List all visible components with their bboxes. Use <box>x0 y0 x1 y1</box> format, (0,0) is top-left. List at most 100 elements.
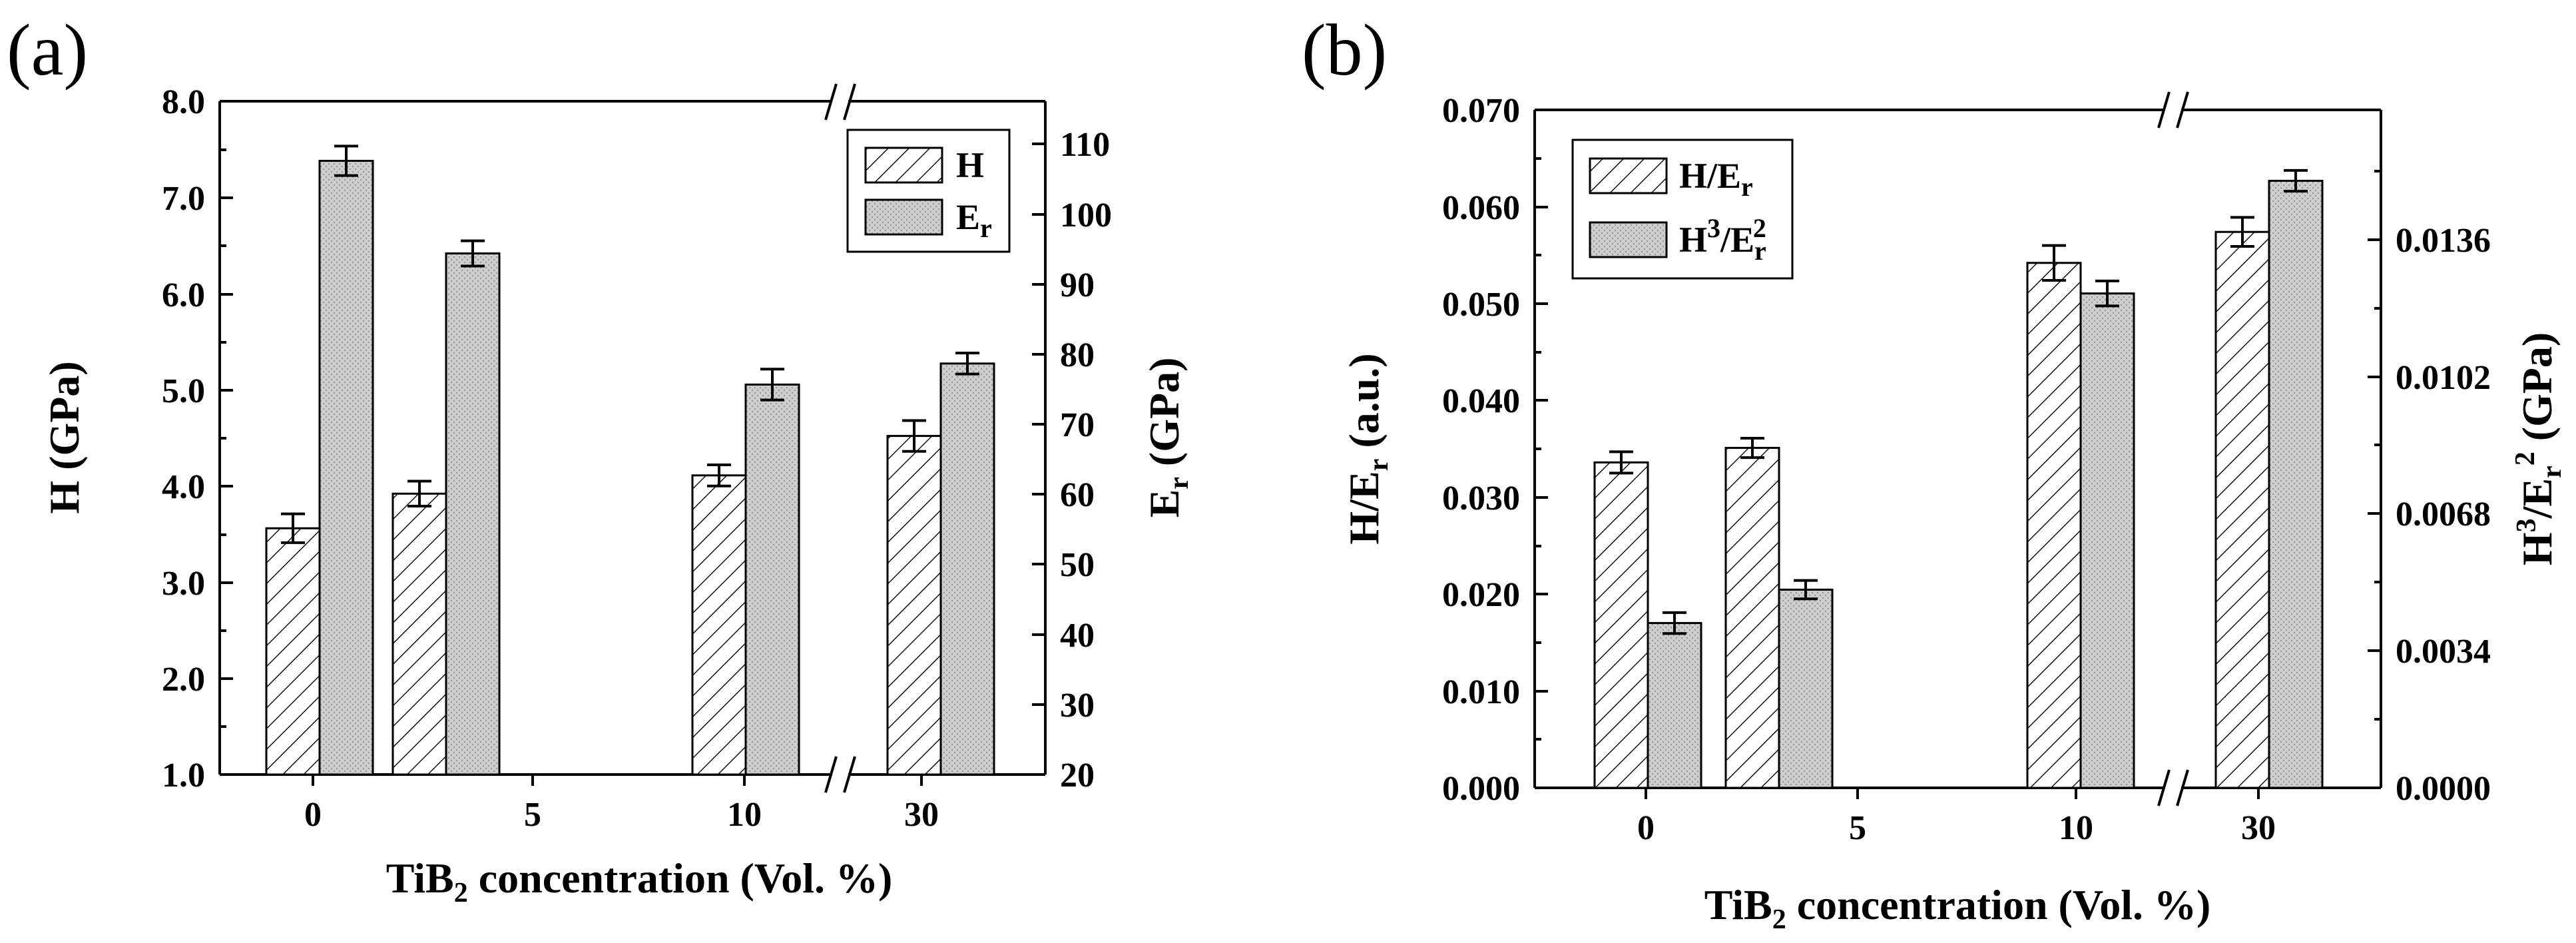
panel-b-axis-break <box>2157 91 2189 806</box>
a-bar-er-30 <box>939 362 995 776</box>
b-bar-h-er-30 <box>2214 230 2270 789</box>
panel-a-right-ticks: 20 30 40 50 60 70 80 90 100 110 <box>1032 126 1112 794</box>
a-bar-h-5 <box>391 492 447 776</box>
b-ytick-left: 0.030 <box>1442 479 1520 517</box>
panel-b-legend: H/Er H3/Er2 <box>1571 139 1794 280</box>
a-ytick-left: 4.0 <box>162 468 205 506</box>
a-errbar-h-0 <box>281 512 305 544</box>
a-ytick-right: 80 <box>1060 336 1095 374</box>
b-bar-h-er-5 <box>1724 447 1780 789</box>
panel-a-bars <box>265 145 995 776</box>
a-ytick-left: 6.0 <box>162 276 205 314</box>
b-legend-label-h-er: H/Er <box>1679 156 1753 202</box>
a-errbar-h-10 <box>707 463 731 487</box>
b-bar-h-er-10 <box>2026 262 2082 789</box>
b-errbar-h-er-5 <box>1740 437 1764 460</box>
a-bar-er-10 <box>744 383 800 776</box>
a-bar-h-0 <box>265 527 321 776</box>
a-legend-swatch-er <box>864 198 943 236</box>
b-xtick: 5 <box>1849 809 1866 847</box>
a-left-y-axis-title: H (GPa) <box>41 361 88 513</box>
panel-b: (b) 0.000 0.010 0.020 0.030 0.040 0.050 … <box>1302 9 2567 935</box>
a-xtick: 5 <box>524 796 541 834</box>
a-legend-label-h: H <box>956 145 984 185</box>
b-bar-h-er-0 <box>1593 461 1649 789</box>
b-legend-label-h3-er2: H3/Er2 <box>1679 213 1766 266</box>
a-errbar-h-30 <box>902 419 926 453</box>
a-ytick-right: 110 <box>1060 126 1110 164</box>
b-ytick-left: 0.060 <box>1442 189 1520 227</box>
a-ytick-right: 100 <box>1060 196 1112 234</box>
a-xtick: 10 <box>727 796 762 834</box>
b-bar-h3-er2-10 <box>2079 292 2135 789</box>
a-legend-swatch-h <box>864 147 943 184</box>
a-ytick-right: 60 <box>1060 476 1095 514</box>
b-legend-swatch-h-er <box>1589 157 1668 194</box>
a-xtick: 30 <box>904 796 939 834</box>
b-legend-swatch-h3-er2 <box>1589 221 1668 258</box>
a-ytick-left: 3.0 <box>162 565 205 603</box>
a-ytick-left: 7.0 <box>162 180 205 218</box>
b-errbar-h-er-0 <box>1609 450 1633 475</box>
b-ytick-right: 0.0000 <box>2396 770 2491 808</box>
a-ytick-right: 30 <box>1060 687 1095 725</box>
panel-b-label: (b) <box>1302 9 1387 91</box>
a-x-axis-title: TiB2 concentration (Vol. %) <box>386 854 893 908</box>
a-ytick-right: 50 <box>1060 546 1095 584</box>
b-bar-h3-er2-5 <box>1778 588 1834 789</box>
a-ytick-left: 5.0 <box>162 372 205 410</box>
b-bar-h3-er2-0 <box>1647 622 1702 789</box>
a-ytick-left: 8.0 <box>162 83 205 121</box>
a-ytick-right: 70 <box>1060 406 1095 444</box>
a-ytick-right: 40 <box>1060 617 1095 655</box>
b-errbar-h3-er2-5 <box>1794 579 1818 601</box>
b-ytick-left: 0.050 <box>1442 286 1520 324</box>
a-errbar-er-30 <box>955 352 979 376</box>
panel-b-right-ticks: 0.0000 0.0034 0.0068 0.0102 0.0136 <box>2368 170 2491 808</box>
a-bar-h-10 <box>691 474 747 776</box>
a-xtick: 0 <box>304 796 322 834</box>
b-ytick-right: 0.0136 <box>2396 222 2491 260</box>
b-ytick-left: 0.040 <box>1442 382 1520 420</box>
b-errbar-h3-er2-0 <box>1663 611 1686 635</box>
b-errbar-h-er-10 <box>2042 244 2066 282</box>
a-errbar-h-5 <box>407 479 431 508</box>
a-bar-h-30 <box>886 435 942 776</box>
b-errbar-h-er-30 <box>2230 216 2254 248</box>
a-right-y-axis-title: Er (GPa) <box>1141 358 1194 518</box>
b-ytick-right: 0.0102 <box>2396 359 2491 397</box>
b-ytick-left: 0.070 <box>1442 92 1520 130</box>
b-bar-h3-er2-30 <box>2268 179 2324 789</box>
b-x-axis-title: TiB2 concentration (Vol. %) <box>1704 881 2211 935</box>
a-errbar-er-0 <box>334 145 358 177</box>
a-errbar-er-5 <box>461 239 485 268</box>
panel-a-legend: H Er <box>846 129 1011 253</box>
a-ytick-left: 1.0 <box>162 757 205 794</box>
a-bar-er-5 <box>445 252 501 776</box>
panel-a: (a) 1.0 2.0 3.0 4.0 5.0 6.0 7.0 8.0 <box>7 9 1194 908</box>
b-errbar-h3-er2-30 <box>2284 168 2308 193</box>
b-ytick-left: 0.020 <box>1442 576 1520 614</box>
b-ytick-right: 0.0034 <box>2396 633 2491 671</box>
b-xtick: 0 <box>1637 809 1655 847</box>
b-xtick: 10 <box>2059 809 2093 847</box>
b-ytick-left: 0.000 <box>1442 770 1520 808</box>
b-ytick-right: 0.0068 <box>2396 495 2491 533</box>
a-ytick-left: 2.0 <box>162 661 205 699</box>
a-legend-label-er: Er <box>956 197 992 243</box>
a-ytick-right: 20 <box>1060 757 1095 794</box>
panel-a-label: (a) <box>7 9 88 91</box>
a-bar-er-0 <box>318 160 374 776</box>
panel-b-bars <box>1593 168 2324 789</box>
panel-a-left-ticks: 1.0 2.0 3.0 4.0 5.0 6.0 7.0 8.0 <box>162 83 233 794</box>
b-ytick-left: 0.010 <box>1442 673 1520 711</box>
panel-b-x-ticks: 0 5 10 30 <box>1637 788 2276 847</box>
a-errbar-er-10 <box>760 368 784 402</box>
panel-b-left-ticks: 0.000 0.010 0.020 0.030 0.040 0.050 0.06… <box>1442 92 1548 808</box>
panel-a-axis-break <box>824 83 856 793</box>
panel-a-x-ticks: 0 5 10 30 <box>304 775 939 834</box>
a-ytick-right: 90 <box>1060 266 1095 304</box>
b-errbar-h3-er2-10 <box>2095 279 2119 308</box>
b-xtick: 30 <box>2241 809 2276 847</box>
